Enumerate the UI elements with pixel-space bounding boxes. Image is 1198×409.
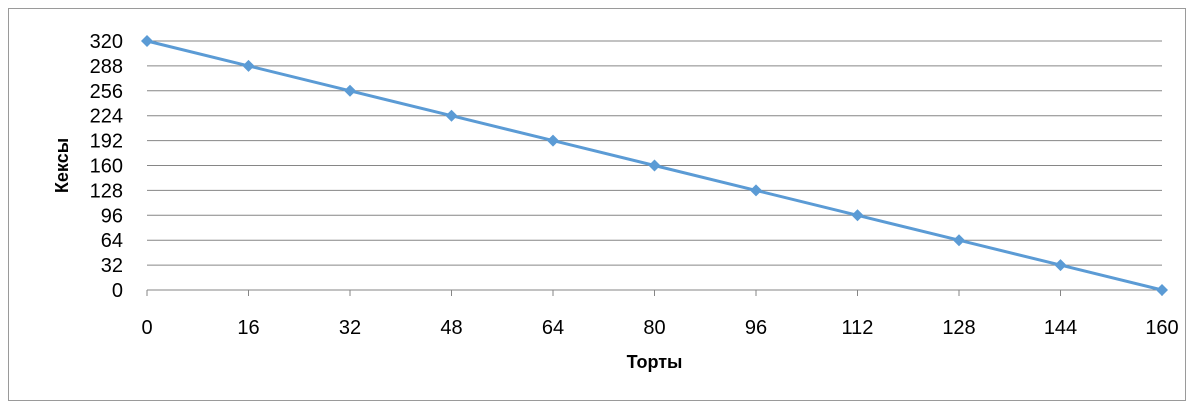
y-tick-label: 288 (90, 56, 123, 78)
x-tick-label: 16 (237, 317, 259, 339)
data-point (445, 109, 458, 122)
data-point (344, 84, 356, 97)
chart-frame (8, 8, 1186, 401)
x-tick-label: 48 (440, 317, 462, 339)
y-tick-label: 32 (101, 255, 123, 277)
y-tick-label: 256 (90, 81, 123, 103)
y-tick-label: 224 (90, 106, 123, 128)
y-tick-label: 64 (101, 230, 123, 252)
x-tick-labels: 0 16 32 48 64 80 96 112 128 144 160 (141, 317, 1178, 339)
y-axis-title: Кексы (52, 138, 72, 193)
x-tick-label: 96 (745, 317, 767, 339)
x-tick-label: 128 (942, 317, 975, 339)
data-point (851, 209, 864, 222)
y-tick-label: 96 (101, 205, 123, 227)
x-tick-marks (146, 290, 1163, 296)
y-tick-label: 192 (90, 131, 123, 153)
y-tick-label: 320 (90, 31, 123, 53)
x-tick-label: 80 (643, 317, 665, 339)
data-point (1054, 259, 1067, 272)
y-tick-label: 0 (112, 280, 123, 302)
data-point (547, 134, 559, 147)
data-point (1156, 284, 1168, 296)
y-tick-label: 128 (90, 180, 123, 202)
series-layer (141, 35, 1168, 296)
x-tick-label: 112 (842, 317, 874, 339)
data-point (648, 159, 661, 172)
x-tick-label: 144 (1044, 317, 1077, 339)
x-tick-label: 32 (339, 317, 361, 339)
x-axis-title: Торты (627, 352, 683, 372)
gridlines (147, 40, 1162, 266)
y-tick-label: 160 (90, 156, 123, 178)
x-tick-label: 64 (542, 317, 564, 339)
data-point (750, 184, 762, 197)
data-point (141, 35, 153, 47)
data-point (953, 234, 965, 247)
x-tick-label: 160 (1145, 317, 1178, 339)
x-tick-label: 0 (141, 317, 152, 339)
data-point (242, 59, 255, 72)
